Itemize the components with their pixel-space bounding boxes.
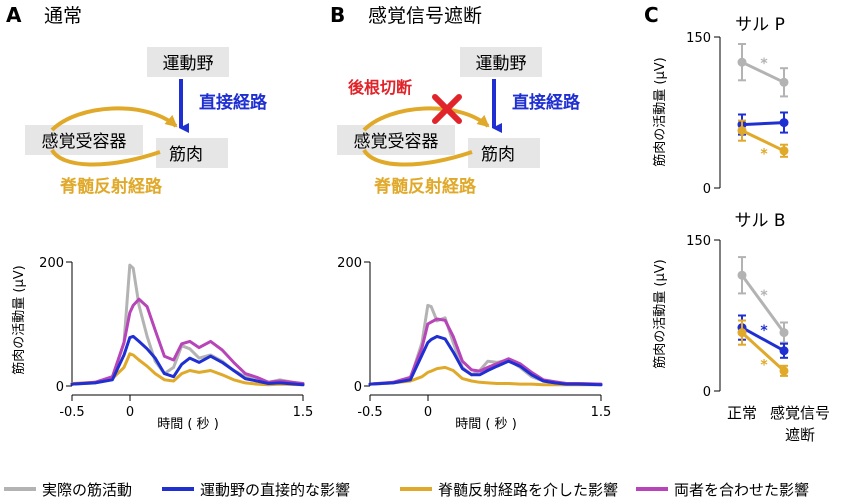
muscle-label: 筋肉	[481, 145, 515, 165]
motor-cortex-box	[147, 47, 229, 77]
plot-a-ytick-label-0: 0	[56, 380, 64, 395]
sensory-receptor-box	[25, 125, 143, 155]
monkey-b-significance-star-actual: *	[760, 288, 768, 304]
monkey-b-title: サル B	[734, 211, 785, 231]
plot-b-xtick-label-15: 1.5	[591, 405, 612, 420]
monkey-b-line-actual	[740, 274, 786, 334]
monkey-p-significance-star-spinal: *	[760, 147, 768, 163]
monkey-b-point-direct	[779, 346, 789, 356]
monkey-b-ylabel: 筋肉の活動量 (μV)	[652, 259, 668, 368]
x-label-normal: 正常	[727, 404, 757, 422]
plot-b-series	[368, 303, 603, 387]
monkey-p-point-direct	[779, 118, 789, 128]
monkey-p-line-direct	[741, 121, 785, 127]
plot-a: 筋肉の活動量 (μV) 200 0 -0.5 0 1.5 時間 ( 秒 )	[11, 256, 313, 432]
plot-a-line-combined	[70, 297, 305, 386]
plot-a-xtick-label-neg05: -0.5	[59, 405, 84, 420]
muscle-label: 筋肉	[169, 145, 203, 165]
panel-c: C サル P 筋肉の活動量 (μV) 150 0 ** サル B 筋肉の活動量 …	[644, 3, 830, 444]
monkey-p-title: サル P	[735, 15, 785, 35]
panel-b-title: 感覚信号遮断	[368, 5, 482, 27]
monkey-p-point-actual	[737, 57, 747, 67]
monkey-p-line-spinal	[741, 129, 785, 153]
plot-b-xtick-label-0: 0	[424, 405, 432, 420]
motor-cortex-label: 運動野	[163, 54, 214, 74]
panel-a: A 通常 運動野 感覚受容器 筋肉 直接経路 脊髄反射経路 筋肉の活動量 (μV…	[6, 3, 313, 432]
monkey-b-series: * * *	[737, 256, 789, 377]
plot-b: 200 0 -0.5 0 1.5 時間 ( 秒 )	[337, 256, 611, 432]
plot-a-xlabel: 時間 ( 秒 )	[157, 417, 219, 432]
panel-a-letter: A	[6, 3, 22, 27]
monkey-b-ytick-label-0: 0	[703, 385, 711, 400]
plot-c-monkey-p: サル P 筋肉の活動量 (μV) 150 0 **	[652, 15, 789, 197]
monkey-b-point-actual	[737, 270, 747, 280]
spinal-path-label: 脊髄反射経路	[59, 176, 163, 197]
x-label-blocked-line2: 遮断	[785, 426, 815, 444]
plot-a-line-spinal	[70, 352, 305, 387]
monkey-b-line-spinal	[740, 331, 786, 373]
plot-b-line-direct	[368, 334, 603, 387]
plot-a-xtick-label-0: 0	[126, 405, 134, 420]
plot-a-ytick-label-200: 200	[39, 256, 64, 271]
spinal-loop-bottom	[50, 148, 161, 167]
monkey-p-point-spinal	[737, 126, 747, 136]
diagram-b: 運動野 感覚受容器 筋肉 後根切断 直接経路 脊髄反射経路	[337, 47, 581, 197]
plot-a-line-direct	[70, 334, 305, 387]
cut-label: 後根切断	[348, 78, 412, 97]
monkey-p-ytick-label-0: 0	[703, 182, 711, 197]
plot-a-ylabel: 筋肉の活動量 (μV)	[11, 265, 27, 374]
monkey-b-line-direct	[741, 326, 785, 353]
plot-b-xtick-label-neg05: -0.5	[357, 405, 382, 420]
monkey-p-significance-star-actual: *	[760, 56, 768, 72]
monkey-p-ylabel: 筋肉の活動量 (μV)	[652, 57, 668, 166]
spinal-loop-top	[362, 106, 490, 132]
legend-label-actual: 実際の筋活動	[42, 481, 132, 499]
plot-b-xlabel: 時間 ( 秒 )	[455, 417, 517, 432]
plot-a-xtick-label-15: 1.5	[293, 405, 314, 420]
monkey-b-point-spinal	[779, 366, 789, 376]
plot-c-monkey-b: サル B 筋肉の活動量 (μV) 150 0 * * *	[652, 211, 789, 400]
spinal-loop-bottom	[362, 148, 473, 167]
x-label-blocked-line1: 感覚信号	[770, 404, 830, 422]
diagram-a: 運動野 感覚受容器 筋肉 直接経路 脊髄反射経路	[25, 47, 268, 197]
panel-a-title: 通常	[44, 5, 82, 27]
spinal-loop-top	[50, 106, 178, 132]
legend: 実際の筋活動 運動野の直接的な影響 脊髄反射経路を介した影響 両者を合わせた影響	[4, 481, 809, 499]
plot-b-line-combined	[368, 317, 603, 386]
monkey-p-line-actual	[741, 60, 785, 84]
cut-x-icon	[432, 94, 462, 124]
plot-b-line-spinal	[368, 365, 603, 387]
monkey-b-point-spinal	[737, 328, 747, 338]
muscle-box	[468, 138, 540, 168]
panel-b: B 感覚信号遮断 運動野 感覚受容器 筋肉 後根切断 直接経路 脊髄反射経路	[330, 3, 611, 432]
sensory-receptor-label: 感覚受容器	[354, 132, 439, 152]
panel-b-letter: B	[330, 3, 345, 27]
plot-a-series	[70, 263, 305, 387]
motor-cortex-box	[460, 47, 542, 77]
sensory-receptor-box	[337, 125, 455, 155]
legend-label-direct: 運動野の直接的な影響	[200, 481, 350, 499]
plot-a-line-actual	[70, 263, 305, 386]
sensory-receptor-label: 感覚受容器	[42, 132, 127, 152]
plot-b-ytick-label-200: 200	[337, 256, 362, 271]
spinal-path-label: 脊髄反射経路	[373, 176, 477, 197]
monkey-p-point-spinal	[779, 146, 789, 156]
monkey-b-significance-star-spinal: *	[760, 358, 768, 374]
direct-path-label: 直接経路	[199, 92, 268, 113]
plot-b-ytick-label-0: 0	[354, 380, 362, 395]
panel-c-letter: C	[644, 3, 659, 27]
monkey-b-significance-star-direct: *	[760, 323, 768, 339]
legend-label-combined: 両者を合わせた影響	[674, 481, 809, 499]
monkey-p-ytick-label-150: 150	[686, 31, 711, 46]
monkey-b-point-actual	[779, 328, 789, 338]
legend-label-spinal: 脊髄反射経路を介した影響	[438, 481, 618, 499]
monkey-p-series: **	[737, 43, 789, 163]
muscle-box	[156, 138, 228, 168]
monkey-p-point-actual	[779, 77, 789, 87]
direct-path-label: 直接経路	[512, 92, 581, 113]
motor-cortex-label: 運動野	[476, 54, 527, 74]
monkey-b-ytick-label-150: 150	[686, 234, 711, 249]
